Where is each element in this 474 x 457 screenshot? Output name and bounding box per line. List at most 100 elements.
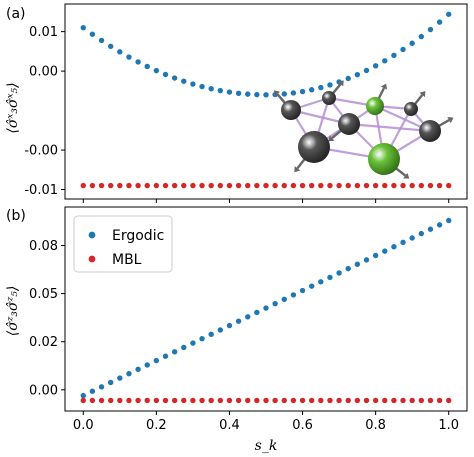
data-point-ergodic [135,59,141,65]
data-point-mbl [363,182,370,189]
x-tick-label: 0.6 [292,418,313,433]
data-point-ergodic [117,49,123,55]
inset-atom-green [368,143,400,175]
data-point-ergodic [107,43,114,50]
data-point-mbl [98,397,105,404]
data-point-ergodic [263,305,269,311]
inset-arrowhead [419,91,426,98]
data-point-mbl [272,182,278,189]
data-point-mbl [98,182,105,189]
inset-arrow [377,87,386,101]
data-point-ergodic [299,88,306,95]
data-point-mbl [272,397,278,404]
data-point-ergodic [162,353,169,359]
data-point-ergodic [409,40,415,46]
data-point-ergodic [318,279,324,285]
y-tick-label: 0.05 [29,287,58,302]
data-point-mbl [354,182,361,189]
data-point-mbl [327,182,333,189]
data-point-ergodic [354,71,361,78]
data-point-ergodic [281,91,287,97]
data-point-mbl [208,397,214,404]
data-point-ergodic [245,91,251,97]
data-point-ergodic [162,71,169,78]
data-point-mbl [245,182,251,189]
data-point-mbl [363,397,370,404]
inset-atom-gray [281,100,301,120]
data-point-mbl [436,182,443,189]
x-tick-label: 0.8 [365,418,386,433]
data-point-ergodic [89,388,96,394]
inset-arrow [331,128,344,140]
data-point-mbl [117,397,123,404]
data-point-ergodic [345,75,351,82]
data-point-mbl [446,397,452,404]
data-point-ergodic [318,84,324,91]
data-point-mbl [126,182,132,189]
data-point-mbl [345,397,351,404]
inset-arrowhead [447,117,454,124]
panel-a-label: (a) [6,6,26,22]
data-point-ergodic [436,222,443,228]
data-point-ergodic [217,327,224,333]
panel-a-y-axis-label: ⟨σ̂ˣ₃σ̂ˣ₅⟩ [5,82,21,133]
x-tick-label: 1.0 [438,418,459,433]
data-point-mbl [181,182,187,189]
data-point-ergodic [427,226,434,232]
panel-a-points [80,11,452,189]
data-point-ergodic [171,75,178,81]
x-tick-label: 0.2 [146,418,167,433]
data-point-mbl [354,397,361,404]
panel-a-x-ticks [82,199,450,203]
inset-arrow [276,93,287,105]
data-point-ergodic [363,67,370,74]
inset-arrowhead [328,135,335,142]
data-point-mbl [308,182,315,189]
data-point-mbl [290,182,297,189]
data-point-mbl [327,397,333,404]
panel-a: (a) ⟨σ̂ˣ₃σ̂ˣ₅⟩ 0.01 0.00 -0.00 -0.01 [5,3,468,203]
data-point-ergodic [372,252,379,259]
data-point-mbl [144,182,150,189]
data-point-mbl [299,182,306,189]
legend-label-mbl: MBL [112,252,142,268]
x-tick-label: 0.4 [219,418,240,433]
data-point-ergodic [363,257,370,263]
data-point-mbl [418,397,425,404]
data-point-mbl [382,182,388,189]
data-point-ergodic [190,340,196,346]
data-point-mbl [400,182,406,189]
data-point-ergodic [308,283,315,289]
data-point-mbl [217,397,224,404]
data-point-ergodic [254,309,260,316]
data-point-ergodic [126,54,132,60]
data-point-ergodic [382,248,388,254]
data-point-ergodic [226,322,233,329]
data-point-ergodic [327,274,333,281]
data-point-ergodic [235,90,242,96]
inset-atom-gray [322,91,336,105]
inset-atom-gray [338,113,360,135]
y-tick-label: -0.00 [24,144,58,159]
data-point-mbl [190,397,196,404]
data-point-mbl [80,397,86,404]
data-point-ergodic [263,92,269,98]
data-point-ergodic [418,230,425,237]
data-point-mbl [372,182,379,189]
data-point-mbl [245,397,251,404]
data-point-mbl [117,182,123,189]
data-point-mbl [235,182,242,189]
data-point-ergodic [345,265,351,272]
data-point-ergodic [391,244,397,250]
data-point-ergodic [290,90,297,96]
data-point-ergodic [89,31,96,37]
data-point-mbl [372,397,379,404]
y-tick-label: 0.08 [29,239,58,254]
data-point-ergodic [308,87,315,93]
data-point-ergodic [382,58,388,64]
panel-b: (b) ⟨σ̂ᶻ₃σ̂ᶻ₅⟩ 0.000.020.050.08 0.0 0.2 0.… [5,206,468,454]
data-point-mbl [427,397,434,404]
data-point-mbl [107,182,114,189]
data-point-ergodic [327,82,333,88]
